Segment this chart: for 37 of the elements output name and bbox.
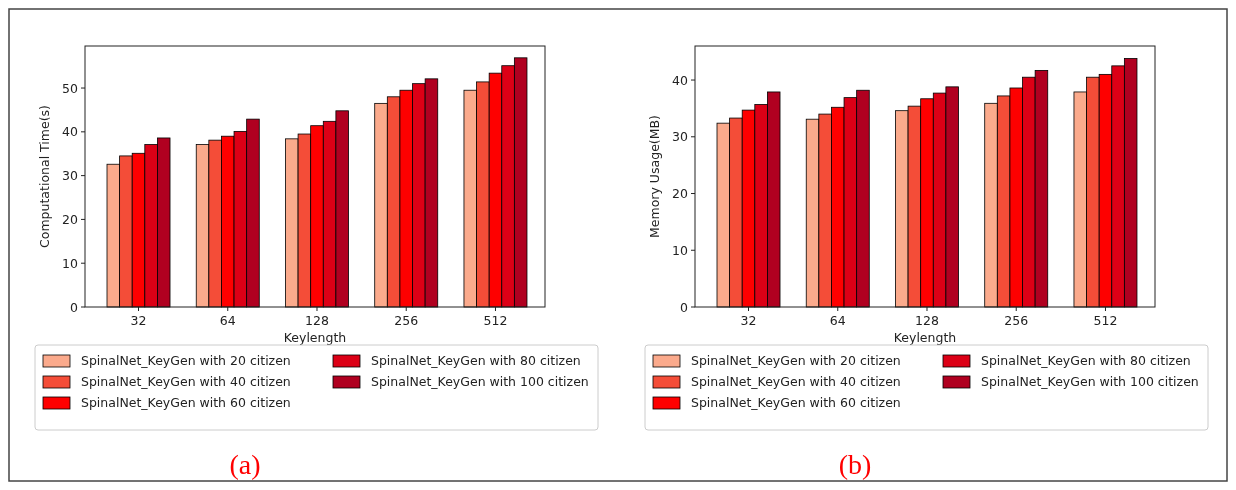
legend-label: SpinalNet_KeyGen with 100 citizen [981, 374, 1199, 389]
y-tick-label: 40 [62, 124, 79, 140]
x-tick-label: 512 [1093, 313, 1118, 328]
text: (a) [229, 449, 261, 480]
x-tick-label: 64 [829, 313, 846, 328]
legend-label: SpinalNet_KeyGen with 40 citizen [691, 374, 901, 389]
legend-label: SpinalNet_KeyGen with 40 citizen [81, 374, 291, 389]
y-tick-label: 30 [672, 129, 689, 145]
legend-label: SpinalNet_KeyGen with 100 citizen [371, 374, 589, 389]
y-axis-title: Computational Time(s) [37, 105, 52, 248]
x-axis-title: Keylength [893, 330, 957, 345]
text: (b) [838, 449, 872, 480]
y-tick-label: 10 [672, 242, 689, 258]
x-tick-label: 64 [219, 313, 236, 328]
y-tick-label: 20 [62, 211, 79, 227]
y-tick-label: 20 [672, 186, 689, 202]
legend-label: SpinalNet_KeyGen with 20 citizen [81, 353, 291, 368]
legend-label: SpinalNet_KeyGen with 80 citizen [371, 353, 581, 368]
x-tick-label: 128 [305, 313, 329, 328]
y-tick-label: 30 [62, 168, 79, 184]
y-tick-label: 40 [672, 72, 689, 88]
y-tick-label: 10 [62, 255, 79, 271]
legend-label: SpinalNet_KeyGen with 60 citizen [81, 395, 291, 410]
x-tick-label: 32 [130, 313, 147, 328]
y-tick-label: 50 [62, 80, 79, 96]
x-tick-label: 128 [915, 313, 939, 328]
y-axis-title: Memory Usage(MB) [647, 115, 662, 238]
y-tick-label: 0 [680, 299, 689, 315]
legend-label: SpinalNet_KeyGen with 60 citizen [691, 395, 901, 410]
x-tick-label: 32 [740, 313, 757, 328]
y-tick-label: 0 [70, 299, 79, 315]
legend-label: SpinalNet_KeyGen with 20 citizen [691, 353, 901, 368]
x-tick-label: 256 [394, 313, 419, 328]
legend-label: SpinalNet_KeyGen with 80 citizen [981, 353, 1191, 368]
x-tick-label: 256 [1004, 313, 1029, 328]
x-tick-label: 512 [483, 313, 508, 328]
x-axis-title: Keylength [283, 330, 347, 345]
